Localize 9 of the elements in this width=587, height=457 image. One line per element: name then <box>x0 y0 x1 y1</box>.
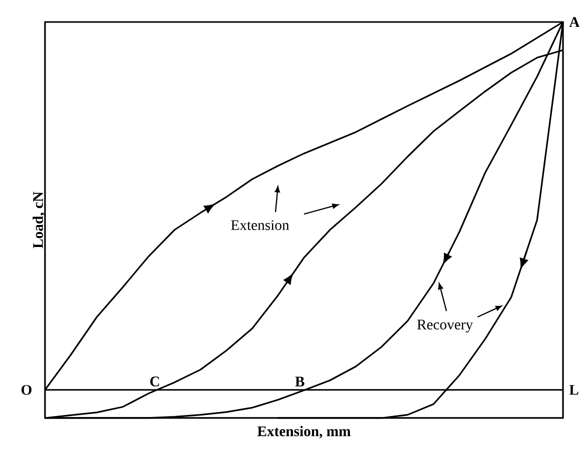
annotation: C <box>150 376 159 386</box>
y-axis-title: Load, cN <box>32 192 46 248</box>
text: O <box>22 384 32 395</box>
annotation: Extension <box>231 220 290 230</box>
annotation: B <box>295 376 304 386</box>
annotation: Recovery <box>417 320 473 332</box>
x-axis-title: Extension, mm <box>257 426 351 438</box>
text: L <box>569 385 578 395</box>
text: A <box>569 17 580 27</box>
